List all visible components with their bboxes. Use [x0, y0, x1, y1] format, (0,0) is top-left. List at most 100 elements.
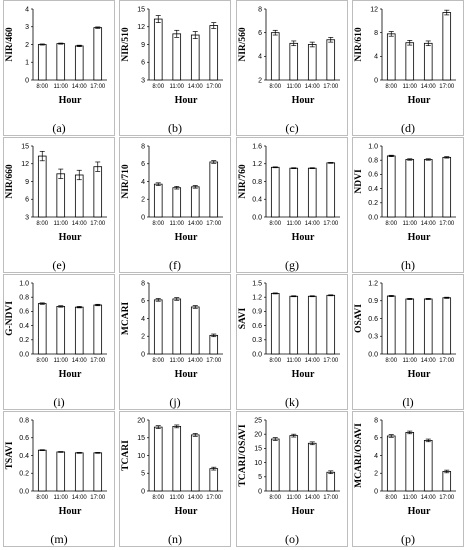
y-tick-label: 6 [25, 197, 29, 204]
x-tick-label: 8:00 [152, 221, 164, 227]
bar [190, 186, 200, 218]
bar [172, 33, 182, 81]
y-tick-label: 6 [141, 60, 145, 67]
x-tick-label: 17:00 [90, 221, 106, 227]
bar [56, 451, 66, 492]
bar [37, 303, 47, 355]
bar [423, 298, 433, 355]
x-axis-title: Hour [292, 95, 315, 106]
bar [172, 425, 182, 492]
x-tick-label: 17:00 [439, 84, 455, 90]
y-tick-label: 5 [258, 474, 262, 481]
bar [307, 442, 317, 492]
y-tick-label: 12 [137, 24, 145, 31]
x-tick-label: 17:00 [90, 358, 106, 364]
bar [442, 156, 452, 218]
y-tick-label: 1.2 [252, 295, 262, 302]
chart-panel: 0.0 0.2 0.4 0.6 0.8 1.0 8:00 11:00 14:00 17:00 NDV… [352, 137, 464, 273]
panel-label: (l) [402, 395, 413, 409]
y-axis-title: TCARI/OSAVI [238, 424, 248, 486]
y-tick-label: 4 [258, 54, 262, 61]
x-tick-label: 14:00 [188, 358, 204, 364]
y-tick-label: 15 [21, 143, 29, 150]
y-axis-title: TCARI [121, 440, 131, 471]
y-tick-label: 6 [141, 161, 145, 168]
bar [386, 295, 396, 355]
y-axis-title: NIR/610 [354, 27, 364, 62]
y-tick-label: 0 [374, 488, 378, 495]
chart-panel: 0.0 0.3 0.6 0.9 1.2 1.5 8:00 11:00 14:00 17:00 SAV… [236, 274, 348, 410]
y-axis-title: NIR/560 [238, 27, 248, 62]
y-tick-label: 2 [25, 42, 29, 49]
x-tick-label: 8:00 [269, 221, 281, 227]
x-tick-label: 8:00 [152, 495, 164, 501]
bar [37, 449, 47, 492]
x-axis-title: Hour [408, 95, 431, 106]
y-tick-label: 12 [370, 6, 378, 13]
bar [93, 27, 103, 81]
x-tick-label: 14:00 [305, 358, 321, 364]
y-tick-label: 1 [25, 60, 29, 67]
x-tick-label: 11:00 [53, 221, 68, 227]
y-tick-label: 0.4 [368, 186, 378, 193]
y-tick-label: 0.8 [368, 158, 378, 165]
y-tick-label: 0.4 [19, 323, 29, 330]
y-tick-label: 4 [374, 453, 378, 460]
x-tick-label: 8:00 [385, 358, 397, 364]
bar [326, 39, 336, 81]
y-tick-label: 0.2 [368, 200, 378, 207]
x-tick-label: 14:00 [305, 221, 321, 227]
x-tick-label: 17:00 [323, 221, 339, 227]
y-tick-label: 3 [25, 214, 29, 221]
y-tick-label: 4 [374, 54, 378, 61]
y-axis-title: TSAVI [5, 441, 15, 469]
x-tick-label: 8:00 [269, 358, 281, 364]
y-tick-label: 0.9 [252, 309, 262, 316]
x-tick-label: 8:00 [36, 495, 48, 501]
y-tick-label: 0.4 [252, 197, 262, 204]
x-tick-label: 8:00 [385, 221, 397, 227]
panel-label: (o) [285, 532, 299, 546]
y-axis-title: SAVI [238, 307, 248, 329]
y-tick-label: 0.0 [19, 488, 29, 495]
y-tick-label: 20 [254, 432, 262, 439]
y-axis-title: MCARI [121, 302, 131, 336]
chart-panel: 0 4 8 12 8:00 11:00 14:00 17:00 NIR/610 Hour (d) [352, 0, 464, 136]
y-tick-label: 15 [137, 6, 145, 13]
chart-panel: 0.0 0.2 0.4 0.6 0.8 8:00 11:00 14:00 17:00 TSAVI H… [3, 411, 115, 547]
x-tick-label: 11:00 [286, 84, 301, 90]
y-axis-title: NIR/660 [5, 164, 15, 199]
panel-label: (i) [53, 395, 64, 409]
x-tick-label: 11:00 [402, 495, 417, 501]
bar [270, 166, 280, 218]
x-tick-label: 8:00 [36, 84, 48, 90]
bar [289, 167, 299, 218]
panel-label: (b) [168, 121, 182, 135]
bar [74, 45, 84, 81]
x-axis-title: Hour [175, 232, 198, 243]
x-tick-label: 11:00 [169, 84, 184, 90]
y-axis-title: NIR/510 [121, 27, 131, 62]
bar [190, 306, 200, 355]
x-tick-label: 14:00 [305, 495, 321, 501]
x-tick-label: 17:00 [90, 495, 106, 501]
x-tick-label: 14:00 [305, 84, 321, 90]
bar [326, 471, 336, 492]
panel-label: (a) [52, 121, 65, 135]
bar [56, 173, 66, 218]
y-tick-label: 5 [141, 471, 145, 478]
x-tick-label: 8:00 [152, 358, 164, 364]
panel-label: (h) [401, 258, 415, 272]
bar [209, 468, 219, 492]
y-tick-label: 0.9 [368, 298, 378, 305]
x-tick-label: 11:00 [53, 495, 68, 501]
panel-label: (j) [169, 395, 180, 409]
bar [190, 434, 200, 492]
y-tick-label: 0.8 [19, 295, 29, 302]
y-axis-title: NIR/710 [121, 164, 131, 199]
y-tick-label: 6 [258, 30, 262, 37]
x-tick-label: 14:00 [188, 221, 204, 227]
panel-label: (e) [52, 258, 65, 272]
bar [289, 435, 299, 492]
x-axis-title: Hour [408, 232, 431, 243]
